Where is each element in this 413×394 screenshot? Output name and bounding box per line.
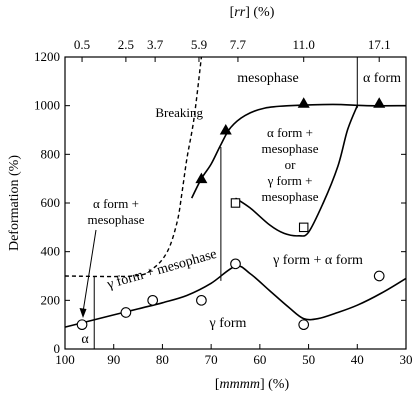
open-circle-point — [147, 294, 159, 306]
open-circle-point — [120, 307, 132, 318]
x-axis-title: [mmmm] (%) — [215, 377, 290, 392]
x-tick-label: 100 — [55, 352, 75, 367]
axis-ticks: 100 90 80 70 60 50 40 30 0 200 400 600 800 1000 1200 0.… — [34, 37, 413, 367]
y-tick-label: 1200 — [34, 49, 60, 64]
open-circle-point — [298, 319, 310, 331]
open-circle-point — [196, 294, 207, 306]
label-mixed-2: mesophase — [261, 141, 318, 156]
y-tick-label: 200 — [41, 292, 61, 307]
x2-tick-label: 3.7 — [147, 37, 164, 52]
x2-tick-label: 11.0 — [293, 37, 315, 52]
x-tick-label: 80 — [156, 352, 169, 367]
mesophase-boundary-curve — [190, 103, 407, 199]
y-tick-label: 800 — [41, 146, 61, 161]
open-circle-point — [76, 319, 88, 331]
label-gamma-mesophase: γ form + mesophase — [105, 247, 219, 293]
filled-triangle-point — [297, 97, 310, 108]
y-axis-title: Deformation (%) — [7, 155, 22, 251]
filled-triangle-point — [195, 172, 208, 184]
x-tick-label: 70 — [205, 352, 218, 367]
open-square-point — [230, 198, 241, 208]
label-mixed-1: α form + — [267, 125, 313, 140]
x-tick-label: 40 — [351, 352, 364, 367]
label-mixed-4: γ form + — [267, 173, 313, 188]
label-alpha-form: α form — [363, 71, 401, 86]
data-markers — [76, 97, 386, 331]
y-tick-label: 400 — [41, 244, 61, 259]
filled-triangle-point — [219, 124, 232, 135]
x-tick-label: 90 — [107, 352, 120, 367]
x2-tick-label: 7.7 — [230, 37, 247, 52]
annotation-arrow — [79, 229, 97, 318]
y-tick-label: 600 — [41, 195, 61, 210]
label-gamma-form: γ form — [209, 316, 247, 331]
open-square-point — [298, 222, 309, 233]
y-tick-label: 0 — [54, 341, 61, 356]
label-mesophase: mesophase — [237, 71, 298, 86]
label-alpha: α — [81, 332, 89, 347]
boundary-curves — [64, 56, 407, 349]
filled-triangle-point — [373, 97, 386, 108]
label-alpha-mesophase-1: α form + — [93, 196, 139, 211]
open-circle-point — [230, 258, 241, 270]
label-gamma-alpha: γ form + α form — [272, 253, 363, 268]
x-tick-label: 50 — [302, 352, 315, 367]
x-tick-label: 60 — [253, 352, 266, 367]
inner-region-curve — [235, 105, 359, 237]
x2-axis-title: [rr] (%) — [230, 5, 275, 20]
y-tick-label: 1000 — [34, 98, 60, 113]
x2-tick-label: 2.5 — [118, 37, 134, 52]
open-circle-point — [373, 270, 385, 282]
label-mixed-3: or — [285, 157, 297, 172]
x2-tick-label: 5.9 — [191, 37, 207, 52]
gamma-boundary-curve — [64, 265, 407, 328]
x2-tick-label: 17.1 — [368, 37, 391, 52]
x2-tick-label: 0.5 — [74, 37, 90, 52]
label-breaking: Breaking — [155, 105, 203, 120]
label-mixed-5: mesophase — [261, 189, 318, 204]
label-alpha-mesophase-2: mesophase — [87, 212, 144, 227]
x-tick-label: 30 — [400, 352, 413, 367]
breaking-dashed-curve — [64, 56, 203, 278]
